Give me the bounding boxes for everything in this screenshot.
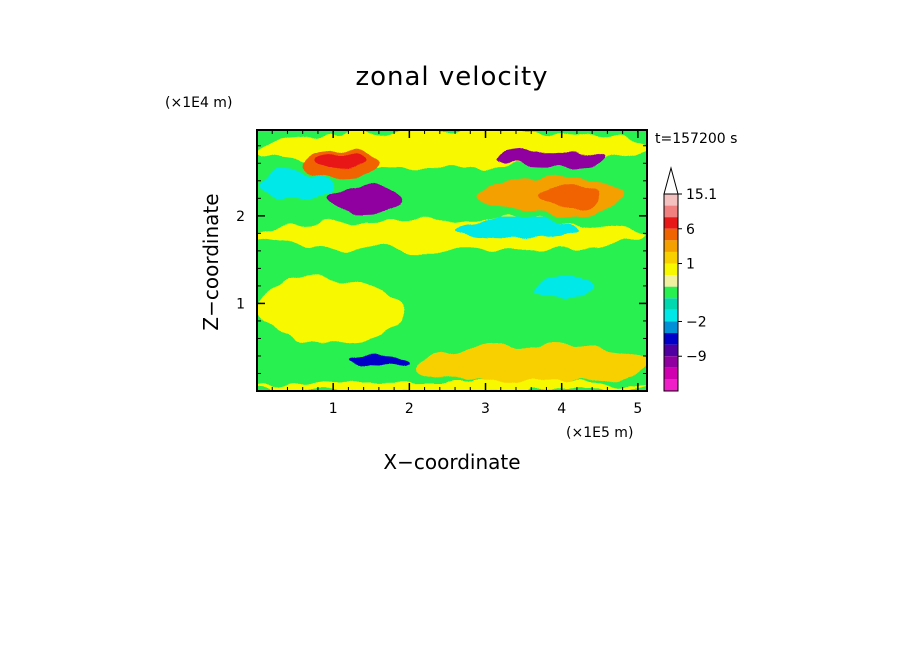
colorbar-swatch [664, 251, 678, 264]
x-tick-label: 2 [405, 401, 414, 417]
plot-field [257, 130, 647, 391]
x-tick-label: 4 [557, 401, 566, 417]
field-region [257, 172, 334, 199]
y-scale-note: (×1E4 m) [165, 95, 232, 111]
colorbar-swatch [664, 194, 678, 206]
colorbar-swatch [664, 333, 678, 345]
colorbar-swatch [664, 205, 678, 218]
colorbar-swatch [664, 321, 678, 334]
field-region [455, 220, 577, 238]
colorbar-swatch [664, 286, 678, 299]
colorbar-swatch [664, 298, 678, 310]
y-axis: 12 [236, 145, 647, 374]
x-axis: 1 2 3 4 5 [271, 130, 642, 417]
colorbar-label: −2 [686, 314, 707, 330]
field-region [325, 185, 402, 212]
colorbar-swatch [664, 367, 678, 380]
field-region [317, 154, 364, 168]
field-region [538, 185, 600, 208]
colorbar-swatch [664, 263, 678, 276]
field-region [416, 347, 647, 383]
colorbar-swatch [664, 309, 678, 322]
colorbar-swatch [664, 240, 678, 252]
colorbar-swatch [664, 275, 678, 287]
field-region [257, 380, 647, 391]
chart-title: zonal velocity [355, 62, 548, 92]
y-tick-label: 2 [236, 209, 245, 225]
colorbar-label: 6 [686, 222, 695, 238]
field-region [257, 220, 647, 251]
time-label: t=157200 s [655, 131, 737, 147]
x-tick-label: 5 [633, 401, 642, 417]
colorbar: 15.1 6 1 −2 −9 [663, 166, 717, 392]
colorbar-label: 1 [686, 257, 695, 273]
field-region [348, 355, 410, 367]
colorbar-frame [663, 193, 679, 392]
field-region [493, 150, 608, 168]
colorbar-label: −9 [686, 349, 707, 365]
field-region [531, 277, 593, 300]
x-scale-note: (×1E5 m) [566, 425, 633, 441]
colorbar-swatch [664, 379, 678, 391]
plot-frame [256, 129, 648, 392]
colorbar-swatch [664, 344, 678, 357]
colorbar-swatch [664, 356, 678, 368]
colorbar-extension [663, 166, 679, 195]
y-tick-label: 1 [236, 296, 245, 312]
field-region [257, 277, 402, 343]
colorbar-swatch [664, 228, 678, 241]
colorbar-label: 15.1 [686, 187, 717, 203]
x-axis-label: X−coordinate [383, 450, 520, 474]
y-axis-label: Z−coordinate [199, 193, 223, 330]
x-tick-label: 3 [481, 401, 490, 417]
x-tick-label: 1 [329, 401, 338, 417]
colorbar-swatch [664, 217, 678, 229]
